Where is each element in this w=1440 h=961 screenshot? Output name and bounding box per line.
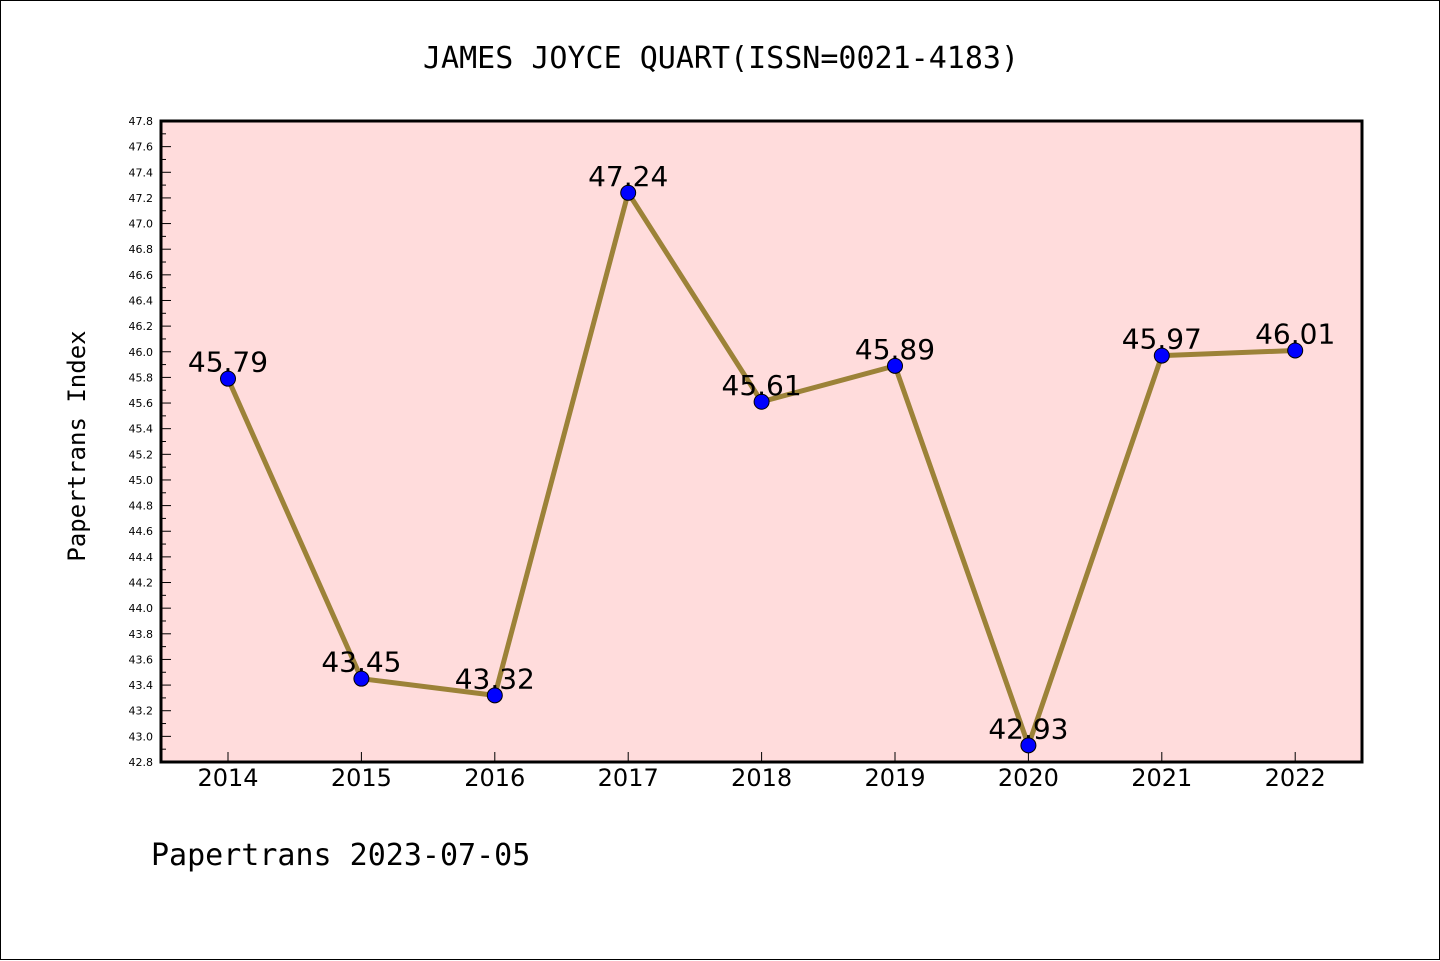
data-point bbox=[220, 370, 236, 387]
x-tick-label: 2016 bbox=[464, 764, 525, 792]
y-tick-label: 45.8 bbox=[129, 371, 154, 384]
plot-area bbox=[159, 119, 1364, 764]
x-tick-label: 2021 bbox=[1131, 764, 1192, 792]
y-tick-label: 44.0 bbox=[129, 602, 154, 615]
x-tick-label: 2019 bbox=[864, 764, 925, 792]
x-tick-label: 2014 bbox=[197, 764, 258, 792]
data-labels: 45.79 43.45 43.32 47.24 45.61 45.89 42.93 45.97… bbox=[188, 160, 1335, 746]
x-tick-label: 2015 bbox=[331, 764, 392, 792]
data-point bbox=[620, 184, 637, 201]
data-label: 42.93 bbox=[988, 712, 1068, 745]
y-tick-label: 42.8 bbox=[129, 756, 154, 769]
footer-text: Papertrans 2023-07-05 bbox=[151, 838, 530, 873]
data-point bbox=[1020, 737, 1037, 754]
x-tick-label: 2022 bbox=[1265, 764, 1326, 792]
y-tick-label: 45.6 bbox=[129, 397, 154, 410]
data-label: 43.32 bbox=[455, 662, 535, 695]
chart-title: JAMES JOYCE QUART(ISSN=0021-4183) bbox=[423, 41, 1019, 76]
data-point bbox=[1153, 347, 1170, 364]
y-tick-label: 44.6 bbox=[129, 525, 154, 538]
y-tick-label: 45.2 bbox=[129, 448, 154, 461]
data-label: 43.45 bbox=[321, 646, 401, 679]
y-tick-label: 46.2 bbox=[129, 320, 154, 333]
y-tick-label: 46.8 bbox=[129, 243, 154, 256]
y-tick-label: 46.4 bbox=[129, 294, 154, 307]
series-group bbox=[220, 184, 1304, 754]
y-tick-label: 47.6 bbox=[129, 141, 154, 154]
data-point bbox=[753, 393, 770, 410]
y-axis-label: Papertrans Index bbox=[63, 330, 91, 561]
y-axis: 42.8 43.0 43.2 43.4 43.6 43.8 44.0 44.2 44.4 44.6… bbox=[129, 115, 171, 769]
data-label: 45.89 bbox=[855, 333, 935, 366]
y-tick-label: 47.8 bbox=[129, 115, 154, 128]
data-label: 45.61 bbox=[722, 369, 802, 402]
data-label: 46.01 bbox=[1255, 317, 1335, 350]
data-point bbox=[1287, 342, 1304, 359]
data-point bbox=[486, 687, 503, 704]
y-tick-label: 43.8 bbox=[129, 628, 154, 641]
y-tick-label: 46.6 bbox=[129, 269, 154, 282]
y-tick-label: 47.2 bbox=[129, 192, 154, 205]
x-tick-label: 2018 bbox=[731, 764, 792, 792]
data-label: 45.79 bbox=[188, 346, 268, 379]
data-point bbox=[353, 670, 370, 687]
x-tick-label: 2020 bbox=[998, 764, 1059, 792]
y-tick-label: 43.4 bbox=[129, 679, 154, 692]
data-label: 45.97 bbox=[1122, 323, 1202, 356]
y-tick-label: 45.4 bbox=[129, 423, 154, 436]
y-tick-label: 47.0 bbox=[129, 218, 154, 231]
y-tick-label: 43.0 bbox=[129, 730, 154, 743]
y-tick-label: 43.6 bbox=[129, 653, 154, 666]
y-tick-label: 44.2 bbox=[129, 577, 154, 590]
y-tick-label: 44.8 bbox=[129, 500, 154, 513]
y-tick-label: 43.2 bbox=[129, 705, 154, 718]
y-tick-label: 46.0 bbox=[129, 346, 154, 359]
data-label: 47.24 bbox=[588, 160, 668, 193]
data-point bbox=[887, 357, 903, 374]
y-tick-label: 47.4 bbox=[129, 166, 154, 179]
x-axis: 2014 2015 2016 2017 2018 2019 2020 2021 2022 bbox=[197, 752, 1326, 792]
y-tick-label: 44.4 bbox=[129, 551, 154, 564]
y-tick-label: 45.0 bbox=[129, 474, 154, 487]
x-tick-label: 2017 bbox=[598, 764, 659, 792]
